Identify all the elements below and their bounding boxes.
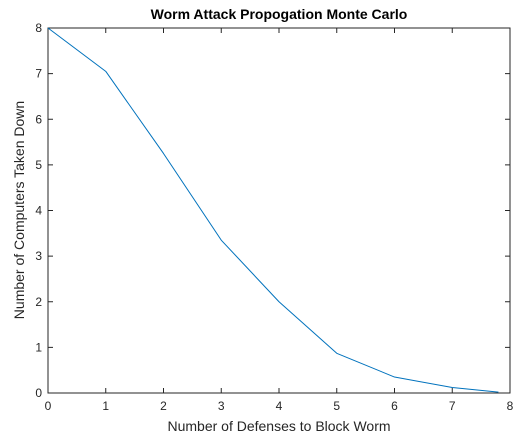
y-tick-label: 7	[35, 67, 42, 81]
y-axis-label: Number of Computers Taken Down	[11, 101, 27, 319]
x-axis-label: Number of Defenses to Block Worm	[167, 418, 390, 434]
x-tick-label: 7	[449, 399, 456, 413]
x-tick-label: 4	[276, 399, 283, 413]
series-layer	[47, 27, 499, 393]
chart-title: Worm Attack Propogation Monte Carlo	[151, 6, 408, 22]
y-tick-label: 5	[35, 158, 42, 172]
x-tick-label: 0	[45, 399, 52, 413]
x-tick-label: 3	[218, 399, 225, 413]
series-line	[47, 27, 499, 393]
y-tick-label: 3	[35, 249, 42, 263]
x-tick-label: 6	[391, 399, 398, 413]
y-tick-label: 8	[35, 21, 42, 35]
x-axis: 0 1 2 3 4 5 6 7 8	[45, 28, 514, 413]
y-tick-label: 0	[35, 386, 42, 400]
y-tick-label: 4	[35, 204, 42, 218]
x-tick-label: 2	[160, 399, 167, 413]
x-tick-label: 5	[333, 399, 340, 413]
x-tick-label: 1	[102, 399, 109, 413]
y-axis: 0 1 2 3 4 5 6 7 8	[35, 21, 510, 400]
y-tick-label: 1	[35, 340, 42, 354]
y-tick-label: 6	[35, 112, 42, 126]
y-tick-label: 2	[35, 295, 42, 309]
x-tick-label: 8	[507, 399, 514, 413]
plot-area	[47, 27, 511, 394]
